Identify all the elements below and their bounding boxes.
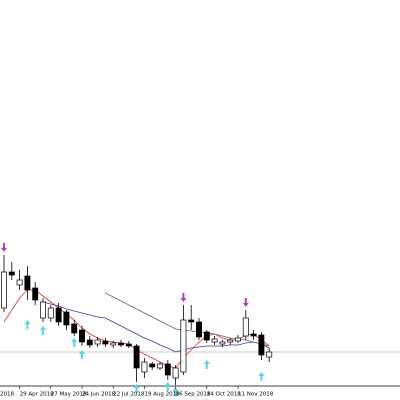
candle-body — [196, 321, 202, 338]
candle-body — [219, 341, 226, 345]
candle-body — [242, 317, 249, 337]
ma-line — [42, 301, 270, 353]
x-tick-label: 27 May 2018 — [51, 392, 87, 398]
candle-body — [172, 367, 179, 379]
x-edge-label: 2018 — [0, 392, 14, 398]
buy-arrow — [164, 382, 171, 391]
buy-arrow — [79, 350, 85, 359]
candle-body — [8, 271, 15, 276]
sell-arrow — [242, 298, 249, 307]
buy-arrow — [172, 387, 179, 396]
candle-body — [79, 329, 85, 343]
candle-body — [133, 345, 140, 369]
candle-body — [188, 319, 195, 323]
candle-body — [149, 363, 156, 368]
candle-body — [180, 319, 187, 373]
x-tick-label: 19 Aug 2018 — [144, 392, 180, 398]
candle-body — [47, 307, 54, 319]
candle-body — [94, 339, 101, 345]
buy-arrow — [40, 326, 46, 335]
candle-body — [235, 337, 241, 342]
candle-body — [157, 363, 163, 369]
candle-body — [227, 339, 234, 343]
candle-body — [118, 342, 124, 346]
buy-arrow — [24, 320, 31, 329]
sell-arrow — [1, 243, 7, 252]
candle-body — [63, 311, 70, 326]
candle-body — [55, 307, 62, 323]
candle-body — [250, 333, 257, 337]
candle-body — [86, 339, 93, 346]
x-tick-label: 14 Oct 2018 — [207, 392, 242, 398]
candle-body — [141, 361, 148, 373]
x-tick-label: 11 Nov 2018 — [238, 392, 274, 398]
candle-body — [203, 331, 210, 341]
buy-arrow — [258, 372, 265, 381]
buy-arrow — [133, 384, 140, 393]
buy-arrow — [71, 338, 78, 347]
candle-body — [32, 287, 39, 301]
candle-body — [110, 342, 117, 346]
candle-body — [266, 351, 273, 358]
x-tick-label: 22 Jul 2018 — [113, 392, 145, 398]
x-tick-label: 29 Apr 2018 — [20, 392, 55, 398]
candle-body — [164, 363, 171, 376]
candle-body — [125, 343, 132, 347]
x-tick-label: 16 Sep 2018 — [176, 392, 211, 398]
buy-arrow — [203, 360, 210, 369]
candle-body — [16, 279, 23, 286]
candle-body — [258, 334, 265, 356]
candle-body — [24, 275, 31, 291]
candle-body — [1, 271, 7, 309]
x-tick-label: 24 Jun 2018 — [82, 392, 116, 398]
ma-line — [105, 292, 270, 347]
candle-body — [71, 323, 78, 334]
candle-body — [102, 340, 109, 345]
sell-arrow — [180, 293, 187, 302]
candle-body — [211, 338, 218, 343]
candle-body — [40, 301, 46, 319]
